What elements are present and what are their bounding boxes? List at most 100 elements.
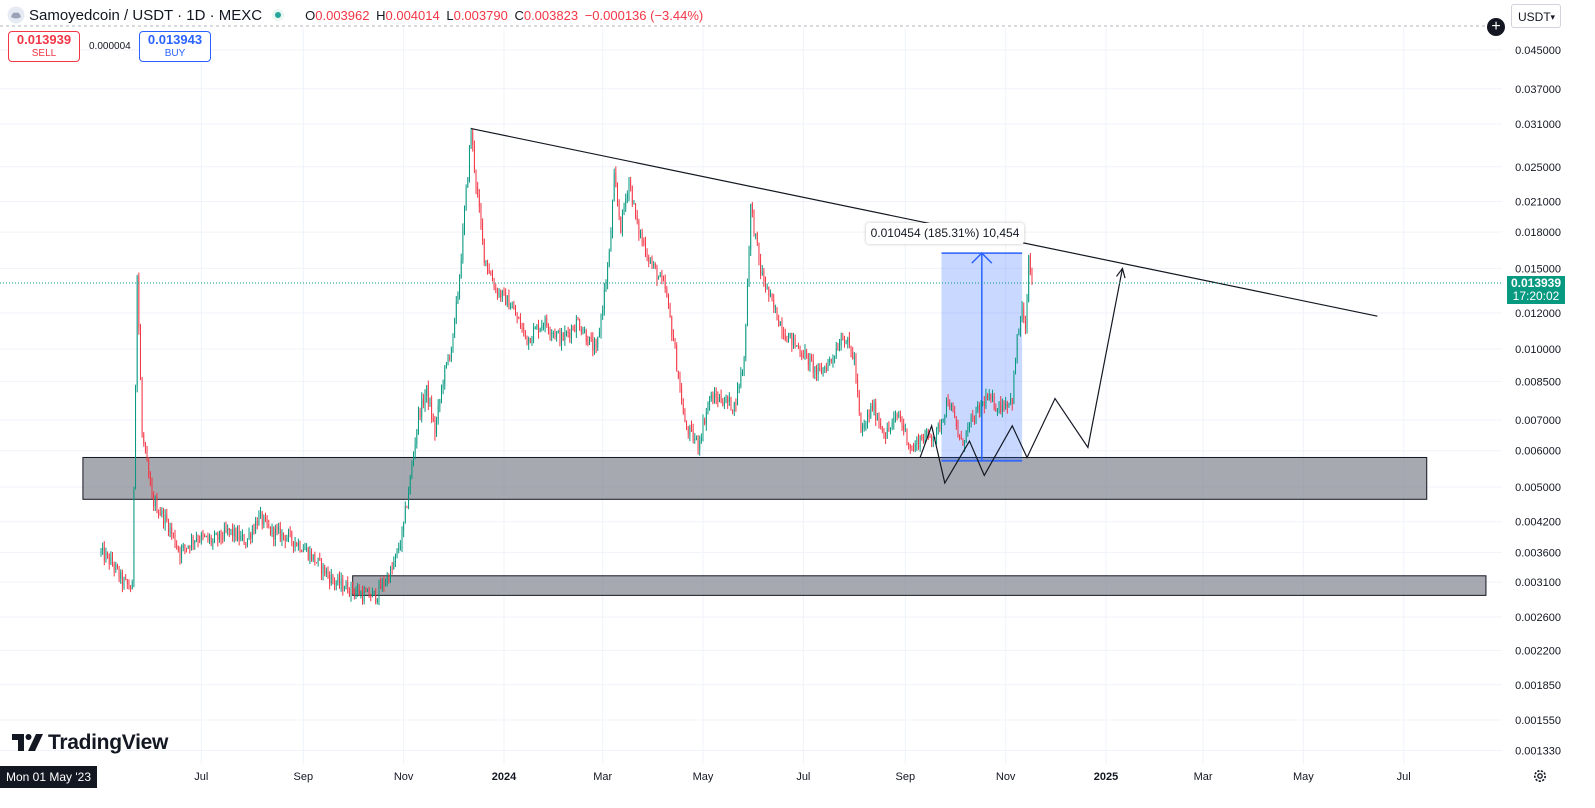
candle-body [554, 332, 556, 337]
trendline [470, 127, 1378, 317]
candle-body [169, 527, 171, 533]
candle-body [515, 308, 516, 316]
candle-body [179, 550, 181, 558]
candle-body [574, 329, 576, 332]
candle-body [728, 397, 730, 403]
candle-body [271, 527, 273, 535]
candle-body [177, 547, 179, 551]
candle-body [888, 427, 890, 430]
candle-body [222, 538, 224, 540]
candle-body [821, 369, 822, 374]
candle-body [598, 331, 600, 337]
candle-body [618, 202, 620, 217]
candle-body [1013, 374, 1015, 405]
candle-body [380, 583, 382, 589]
candle-body [370, 597, 372, 599]
tradingview-logo[interactable]: TradingView [12, 731, 168, 755]
price-axis[interactable]: 0.045000 0.037000 0.031000 0.025000 0.021000… [1502, 0, 1595, 803]
time-axis[interactable]: Jul Sep Nov 2024 Mar May Jul Sep Nov 2025 Mar May Ju… [0, 764, 1595, 803]
candle-body [929, 434, 931, 437]
candle-body [158, 512, 159, 514]
candle-body [840, 338, 842, 346]
candle-body [207, 535, 209, 541]
candle-body [546, 318, 548, 327]
projection-drawing[interactable] [919, 267, 1126, 485]
candle-body [197, 538, 199, 541]
candle-body [191, 538, 192, 549]
candle-body [286, 537, 288, 542]
gear-icon[interactable] [1532, 768, 1548, 784]
candle-body [579, 319, 581, 330]
support-zone-rect[interactable] [82, 456, 1428, 500]
candle-body [337, 577, 339, 583]
candle-body [309, 551, 311, 560]
candle-body [289, 531, 291, 533]
candle-body [898, 415, 900, 417]
candle-body [399, 545, 401, 549]
candle-body [146, 450, 148, 462]
candle-body [985, 395, 987, 407]
candle-body [895, 415, 896, 418]
candle-body [697, 438, 699, 450]
candle-body [296, 542, 298, 547]
candle-body [552, 332, 554, 334]
candle-body [1023, 307, 1025, 320]
trendline-drawing[interactable] [470, 127, 1378, 317]
candle-body [580, 329, 582, 333]
candle-body [798, 345, 799, 349]
symbol-title[interactable]: Samoyedcoin / USDT · 1D · MEXC [29, 6, 263, 24]
candle-body [911, 448, 913, 450]
candle-body [362, 592, 363, 602]
candle-body [414, 443, 416, 455]
candle-body [294, 542, 296, 547]
candle-body [812, 360, 814, 373]
candle-body [908, 444, 910, 446]
candle-body [520, 318, 521, 328]
candle-body [113, 564, 115, 570]
candle-body [896, 415, 898, 417]
buy-button[interactable]: 0.013943 BUY [139, 31, 211, 62]
candle-body [788, 335, 789, 343]
support-zones[interactable] [82, 456, 1487, 596]
candle-body [566, 331, 567, 333]
candle-body [470, 132, 472, 148]
candle-body [459, 277, 460, 294]
candle-body [383, 581, 385, 586]
candle-body [485, 260, 487, 263]
candle-body [878, 418, 880, 424]
candle-body [671, 317, 673, 336]
candle-body [510, 307, 511, 310]
candle-body [891, 422, 893, 428]
candle-body [187, 545, 189, 549]
candle-body [886, 427, 888, 439]
candle-body [301, 550, 303, 552]
measure-tool[interactable] [941, 252, 1023, 462]
support-zone-rect[interactable] [352, 575, 1487, 596]
candle-body [561, 333, 562, 345]
candle-body [297, 542, 299, 547]
candle-body [406, 506, 408, 508]
candle-body [284, 535, 286, 542]
candle-body [681, 387, 683, 405]
price-tick-label: 0.006000 [1515, 446, 1561, 458]
candle-body [256, 521, 258, 526]
candle-body [371, 591, 373, 598]
candle-body [200, 533, 202, 541]
candle-body [771, 294, 773, 301]
sell-button[interactable]: 0.013939 SELL [8, 31, 80, 62]
candle-body [242, 535, 243, 537]
plus-circle-icon[interactable]: + [1487, 18, 1505, 36]
candle-body [640, 233, 641, 235]
currency-select[interactable]: USDT ▾ [1511, 4, 1561, 28]
candle-body [467, 177, 469, 187]
candle-body [725, 397, 727, 404]
candle-body [881, 426, 883, 432]
candle-body [954, 412, 956, 418]
candle-body [645, 243, 646, 255]
candle-body [750, 204, 752, 250]
spread-value: 0.000004 [89, 41, 131, 52]
candle-body [760, 258, 761, 275]
price-tick-label: 0.007000 [1515, 415, 1561, 427]
